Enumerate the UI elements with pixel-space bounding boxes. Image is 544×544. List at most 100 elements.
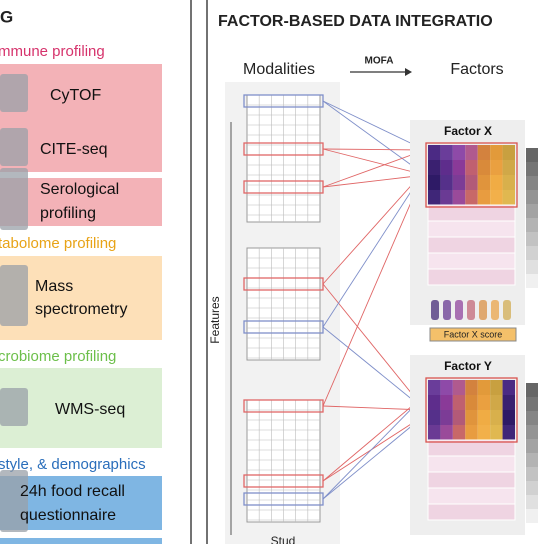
- heat-cell: [477, 160, 491, 175]
- heat-cell: [440, 395, 453, 410]
- item-label: Mass: [35, 278, 73, 295]
- heat-cell: [428, 395, 441, 410]
- link: [322, 283, 426, 411]
- heat-cell: [477, 410, 491, 425]
- heat-cell-faint: [427, 236, 516, 254]
- heat-cell: [440, 145, 453, 160]
- factors-label: Factors: [450, 61, 503, 78]
- heat-cell-faint: [427, 455, 516, 473]
- link: [322, 394, 426, 500]
- heat-cell: [452, 410, 466, 425]
- item-label: CITE-seq: [40, 141, 108, 158]
- colorbar-cell: [526, 232, 538, 246]
- heat-cell: [477, 190, 491, 205]
- item-label: profiling: [40, 205, 96, 222]
- heat-cell-faint: [427, 220, 516, 238]
- bottom-label: Stud: [271, 534, 296, 544]
- heat-cell: [452, 395, 466, 410]
- instrument-icon: [0, 74, 28, 112]
- heat-cell: [428, 410, 441, 425]
- factor-label: Factor Y: [444, 359, 492, 373]
- heat-cell: [502, 190, 515, 205]
- instrument-icon: [0, 470, 28, 532]
- heat-cell: [440, 425, 453, 440]
- heat-cell: [490, 190, 503, 205]
- instrument-icon: [0, 265, 28, 326]
- factor-label: Factor X: [444, 124, 492, 138]
- colorbar-cell: [526, 397, 538, 411]
- heat-cell: [428, 160, 441, 175]
- person-icon: [491, 300, 499, 320]
- link: [322, 148, 426, 151]
- heat-cell: [428, 425, 441, 440]
- heat-cell: [440, 175, 453, 190]
- colorbar-cell: [526, 467, 538, 481]
- highlight-row: [243, 277, 324, 291]
- heat-cell: [477, 145, 491, 160]
- person-icon: [503, 300, 511, 320]
- item-label: questionnaire: [20, 507, 116, 524]
- heat-cell: [502, 425, 515, 440]
- highlight-row: [243, 180, 324, 194]
- heat-cell: [452, 175, 466, 190]
- right-content: Factor X Factor X score Factor Y: [243, 94, 538, 535]
- person-icon: [479, 300, 487, 320]
- colorbar-cell: [526, 274, 538, 288]
- link: [322, 169, 426, 285]
- features-label: Features: [208, 296, 222, 343]
- item-label: 24h food recall: [20, 483, 125, 500]
- heat-cell: [465, 380, 478, 395]
- link: [322, 100, 426, 176]
- heat-cell: [452, 425, 466, 440]
- arrow-head: [405, 68, 412, 76]
- colorbar-cell: [526, 453, 538, 467]
- heat-cell: [465, 425, 478, 440]
- heat-cell: [490, 145, 503, 160]
- method-label: MOFA: [365, 56, 394, 67]
- heat-cell-faint: [427, 487, 516, 505]
- heat-cell-faint: [427, 503, 516, 521]
- heat-cell: [502, 160, 515, 175]
- heat-cell: [490, 425, 503, 440]
- heat-cell: [428, 145, 441, 160]
- heat-cell: [428, 190, 441, 205]
- heat-cell: [477, 425, 491, 440]
- instrument-icon: [0, 388, 28, 426]
- heat-cell-faint: [427, 252, 516, 270]
- heat-cell: [490, 380, 503, 395]
- heat-cell: [452, 190, 466, 205]
- item-label: Serological: [40, 181, 119, 198]
- highlight-row: [243, 320, 324, 334]
- person-icon: [455, 300, 463, 320]
- colorbar-cell: [526, 148, 538, 162]
- link: [322, 148, 426, 176]
- colorbar-cell: [526, 411, 538, 425]
- link: [322, 100, 426, 151]
- heat-cell: [502, 410, 515, 425]
- link: [322, 149, 426, 188]
- heat-cell: [428, 175, 441, 190]
- heat-cell: [490, 410, 503, 425]
- colorbar-cell: [526, 218, 538, 232]
- heat-cell: [465, 410, 478, 425]
- link: [322, 414, 426, 500]
- item-label: spectrometry: [35, 301, 127, 318]
- heat-cell: [490, 395, 503, 410]
- item-label: WMS-seq: [55, 401, 125, 418]
- link: [322, 326, 426, 411]
- score-bar: [429, 327, 517, 342]
- link: [322, 394, 426, 482]
- heat-cell: [440, 380, 453, 395]
- heat-cell: [465, 175, 478, 190]
- heat-cell-faint: [427, 268, 516, 286]
- highlight-row: [243, 474, 324, 488]
- section-box: [0, 538, 162, 544]
- section-title: crobiome profiling: [0, 348, 116, 365]
- section-title: mmune profiling: [0, 43, 105, 60]
- person-icon: [443, 300, 451, 320]
- instrument-icon: [0, 168, 28, 230]
- section-title: style, & demographics: [0, 456, 146, 473]
- heat-cell: [477, 395, 491, 410]
- heat-cell: [440, 190, 453, 205]
